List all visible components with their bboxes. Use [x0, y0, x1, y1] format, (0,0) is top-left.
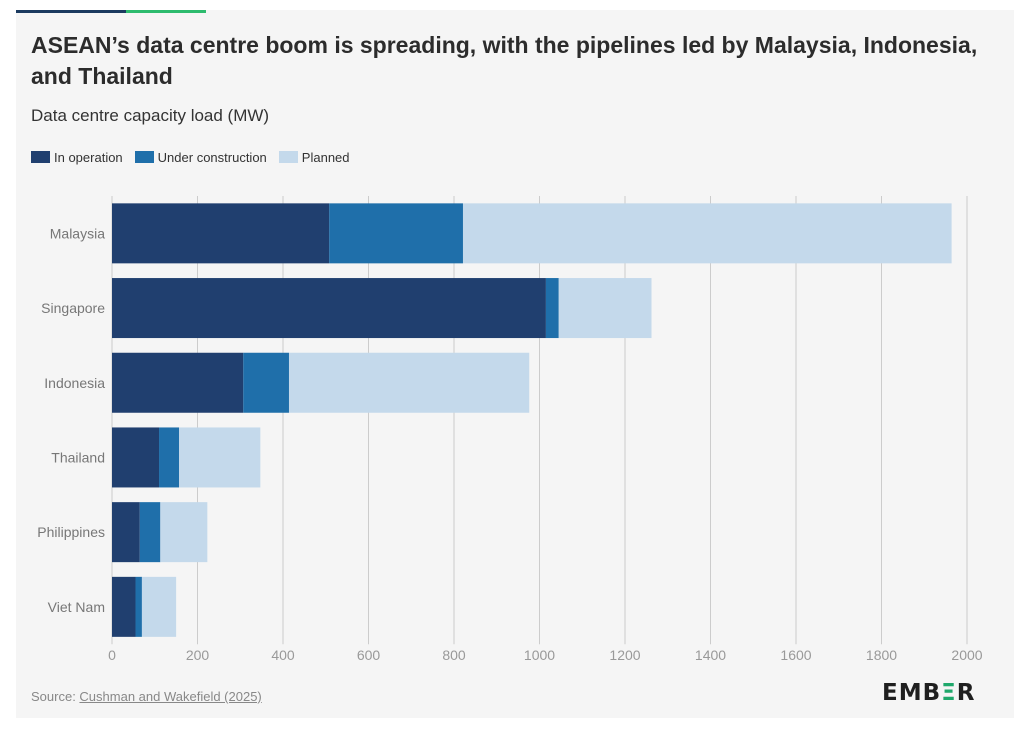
logo-text-accent: Ξ	[941, 680, 957, 706]
source-note: Source: Cushman and Wakefield (2025)	[31, 689, 262, 704]
bar-chart: 0 200 400 600 800 1000 1200 1400 1600 1800 2000 Mal…	[37, 196, 983, 663]
x-tick-label-1200: 1200	[609, 647, 640, 663]
x-tick-label-1400: 1400	[695, 647, 726, 663]
bar-indonesia-in-operation	[112, 352, 244, 413]
accent-bar	[16, 10, 206, 13]
source-prefix: Source:	[31, 689, 80, 704]
x-tick-label-600: 600	[357, 647, 381, 663]
category-label-singapore: Singapore	[41, 300, 105, 316]
legend-label-under-construction: Under construction	[157, 149, 267, 165]
x-tick-label-200: 200	[186, 647, 210, 663]
logo-text-part1: EMB	[882, 680, 942, 706]
bar-thailand-in-operation	[112, 427, 160, 488]
legend-label-planned: Planned	[301, 149, 350, 165]
bar-philippines-under-construction	[139, 502, 161, 563]
category-label-indonesia: Indonesia	[44, 375, 105, 391]
legend: In operation Under construction Planned	[31, 149, 362, 165]
bar-malaysia-in-operation	[112, 203, 330, 264]
legend-item-in-operation: In operation	[31, 150, 123, 165]
category-label-malaysia: Malaysia	[50, 225, 105, 241]
chart-subtitle: Data centre capacity load (MW)	[31, 106, 270, 125]
x-tick-label-400: 400	[271, 647, 295, 663]
chart-title: ASEAN’s data centre boom is spreading, w…	[31, 32, 978, 89]
x-tick-label-800: 800	[442, 647, 466, 663]
x-tick-label-2000: 2000	[951, 647, 982, 663]
legend-swatch-in-operation	[31, 151, 50, 163]
legend-swatch-under-construction	[134, 151, 154, 163]
bar-singapore-under-construction	[545, 278, 559, 339]
x-tick-label-0: 0	[108, 647, 116, 663]
bar-singapore-planned	[558, 278, 652, 339]
bar-thailand-planned	[179, 427, 261, 488]
bar-thailand-under-construction	[159, 427, 180, 488]
accent-bar-left	[16, 10, 126, 13]
bar-singapore-in-operation	[112, 278, 546, 339]
chart-card: ASEAN’s data centre boom is spreading, w…	[16, 10, 1014, 718]
ember-logo: EMBΞR	[882, 680, 975, 706]
bar-philippines-planned	[160, 502, 208, 563]
source-link[interactable]: Cushman and Wakefield (2025)	[79, 689, 262, 704]
bar-malaysia-under-construction	[329, 203, 463, 264]
legend-swatch-planned	[278, 151, 298, 163]
x-tick-label-1800: 1800	[866, 647, 897, 663]
bar-indonesia-planned	[288, 352, 530, 413]
bar-viet-nam-planned	[141, 576, 177, 637]
category-label-viet-nam: Viet Nam	[48, 599, 105, 615]
category-label-thailand: Thailand	[51, 449, 105, 465]
bar-philippines-in-operation	[112, 502, 140, 563]
logo-text-part3: R	[956, 680, 976, 706]
x-tick-label-1000: 1000	[524, 647, 555, 663]
legend-item-planned: Planned	[278, 149, 350, 165]
category-label-philippines: Philippines	[37, 524, 105, 540]
bar-malaysia-planned	[462, 203, 952, 264]
legend-label-in-operation: In operation	[54, 149, 123, 165]
legend-item-under-construction: Under construction	[134, 149, 267, 165]
accent-bar-right	[126, 10, 206, 13]
bar-viet-nam-under-construction	[135, 576, 142, 637]
bar-viet-nam-in-operation	[112, 576, 136, 637]
x-tick-label-1600: 1600	[780, 647, 811, 663]
bar-indonesia-under-construction	[243, 352, 289, 413]
